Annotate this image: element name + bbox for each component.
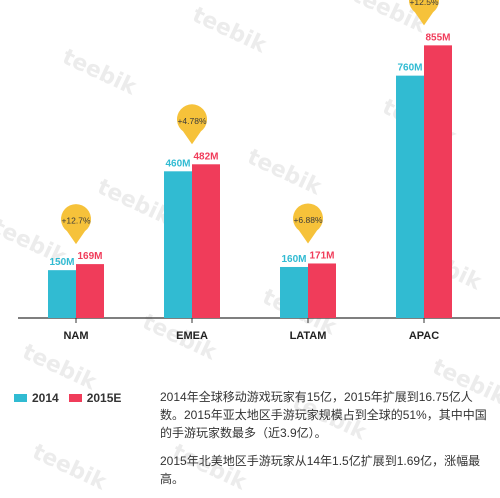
note-paragraph: 2015年北美地区手游玩家从14年1.5亿扩展到1.69亿，涨幅最高。 bbox=[160, 454, 481, 486]
growth-badge-pin bbox=[60, 204, 91, 245]
bar-nam-2015e bbox=[76, 264, 104, 318]
growth-badge-pin bbox=[293, 203, 324, 244]
bar-nam-2014 bbox=[48, 270, 76, 318]
bar-value-label: 150M bbox=[49, 257, 74, 268]
bar-emea-2014 bbox=[164, 171, 192, 318]
growth-badge-label: +4.78% bbox=[177, 116, 207, 126]
bar-apac-2014 bbox=[396, 75, 424, 319]
x-tick-label: LATAM bbox=[290, 330, 327, 342]
x-tick-label: APAC bbox=[409, 330, 439, 342]
watermark: teebik bbox=[28, 439, 110, 496]
bar-value-label: 171M bbox=[309, 250, 334, 261]
legend-label-2015e: 2015E bbox=[86, 391, 122, 405]
bar-value-label: 482M bbox=[193, 151, 218, 162]
bar-apac-2015e bbox=[424, 45, 452, 318]
growth-badge-label: +12.5% bbox=[409, 0, 439, 7]
legend-swatch-2015e bbox=[68, 394, 82, 402]
growth-badge-pin bbox=[409, 0, 439, 26]
x-tick-label: NAM bbox=[63, 330, 88, 342]
growth-badge-label: +12.7% bbox=[61, 216, 91, 226]
legend: 2014 2015E bbox=[14, 391, 121, 405]
growth-badge-pin bbox=[177, 104, 207, 145]
notes: 2014年全球移动游戏玩家有15亿，2015年扩展到16.75亿人数。2015年… bbox=[160, 388, 490, 498]
bar-value-label: 160M bbox=[281, 254, 306, 265]
legend-swatch-2014 bbox=[14, 394, 27, 402]
note-paragraph: 2014年全球移动游戏玩家有15亿，2015年扩展到16.75亿人数。2015年… bbox=[160, 390, 487, 440]
legend-item-2015e: 2015E bbox=[68, 391, 122, 405]
bar-latam-2014 bbox=[280, 266, 308, 318]
legend-item-2014: 2014 bbox=[14, 391, 59, 405]
growth-badge-label: +6.88% bbox=[293, 215, 323, 225]
legend-label-2014: 2014 bbox=[32, 391, 59, 405]
bar-value-label: 855M bbox=[425, 32, 450, 43]
bar-value-label: 460M bbox=[165, 158, 190, 169]
bar-value-label: 760M bbox=[397, 63, 422, 74]
bar-emea-2015e bbox=[192, 164, 220, 318]
bar-latam-2015e bbox=[308, 263, 336, 318]
x-tick-label: EMEA bbox=[176, 330, 208, 342]
bar-value-label: 169M bbox=[77, 251, 102, 262]
